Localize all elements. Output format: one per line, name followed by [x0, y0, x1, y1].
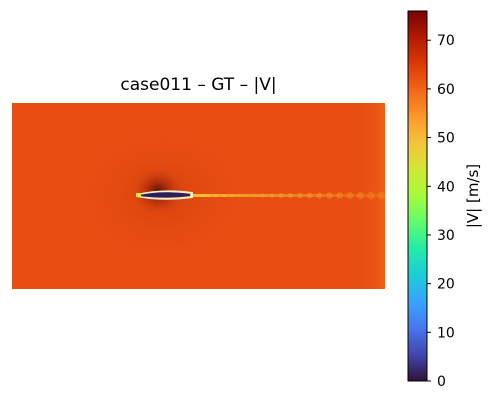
wake-vortex — [287, 192, 294, 199]
leading-edge-highlight — [136, 193, 141, 197]
chart-title: case011 – GT – |V| — [120, 75, 277, 95]
colorbar-tick-label: 70 — [437, 33, 455, 49]
wake-vortex — [269, 193, 275, 198]
wake-vortex — [226, 194, 230, 197]
colorbar-ticks: 0 10 20 30 40 50 60 70 — [427, 33, 455, 390]
colorbar-tick-label: 0 — [437, 374, 446, 390]
wake-vortex — [278, 193, 284, 198]
wake-vortex — [356, 191, 365, 200]
wake-vortex — [260, 193, 265, 198]
colorbar-tick-label: 20 — [437, 277, 455, 293]
wake-vortex — [306, 192, 313, 199]
wake-vortex — [326, 192, 333, 199]
colorbar-tick-label: 60 — [437, 82, 455, 98]
wake-vortex — [243, 193, 247, 198]
airfoil-body — [139, 192, 190, 198]
colorbar-gradient — [407, 10, 428, 382]
wake-vortices — [211, 191, 385, 200]
wake-vortex — [235, 193, 239, 198]
wake-line — [190, 194, 385, 197]
wake-vortex — [346, 191, 354, 200]
airfoil-edge — [136, 190, 193, 200]
wake-vortex — [297, 192, 303, 199]
wake-vortex — [218, 194, 222, 197]
wake-vortex — [316, 192, 323, 199]
colorbar-tick-label: 30 — [437, 228, 455, 244]
wake-vortex — [367, 191, 376, 200]
wake-vortex — [211, 194, 213, 197]
velocity-field-heatmap — [12, 103, 385, 289]
colorbar-label: |V| [m/s] — [464, 164, 482, 228]
wake-vortex — [377, 191, 385, 200]
wake-vortex — [252, 193, 256, 198]
colorbar-tick-label: 10 — [437, 325, 455, 341]
colorbar-tick-label: 40 — [437, 179, 455, 195]
wake-vortex — [336, 192, 344, 199]
colorbar-tick-label: 50 — [437, 131, 455, 147]
